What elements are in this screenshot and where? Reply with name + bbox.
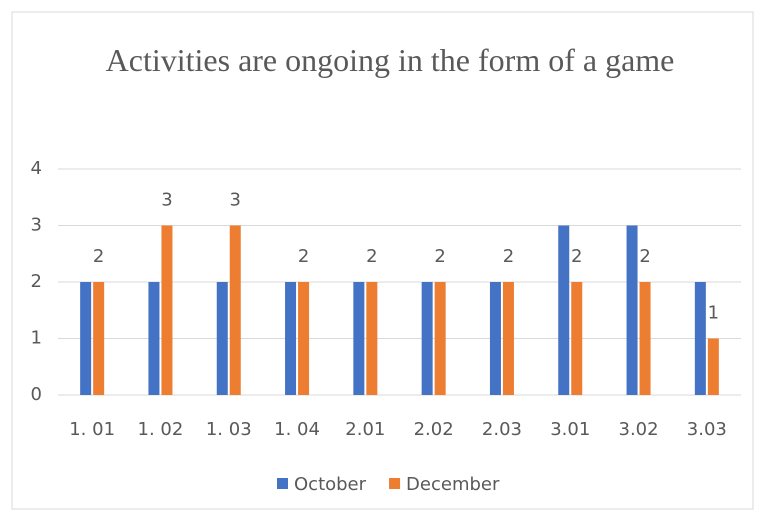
bar	[148, 282, 160, 395]
bar	[626, 225, 638, 395]
y-tick-label: 4	[31, 158, 42, 179]
data-label: 3	[161, 190, 172, 211]
data-label: 3	[230, 190, 241, 211]
bar	[285, 282, 297, 395]
legend-label: December	[406, 474, 500, 495]
y-tick-label: 0	[31, 384, 42, 405]
y-tick-label: 3	[31, 215, 42, 236]
bar	[639, 282, 651, 395]
bar	[353, 282, 365, 395]
data-label: 2	[434, 246, 445, 267]
bar	[489, 282, 501, 395]
bar	[571, 282, 583, 395]
bar	[229, 225, 241, 395]
bar	[80, 282, 92, 395]
bar	[216, 282, 228, 395]
bar	[707, 338, 719, 395]
x-tick-label: 3.03	[687, 419, 727, 440]
y-tick-label: 2	[31, 271, 42, 292]
data-label: 2	[366, 246, 377, 267]
x-tick-label: 1. 02	[138, 419, 184, 440]
bar	[694, 282, 706, 395]
bar	[298, 282, 310, 395]
bar	[366, 282, 378, 395]
data-label: 1	[708, 303, 719, 324]
legend-swatch	[277, 478, 288, 489]
data-label: 2	[93, 246, 104, 267]
data-label: 2	[503, 246, 514, 267]
bar	[161, 225, 173, 395]
x-tick-label: 1. 01	[69, 419, 115, 440]
x-tick-label: 3.01	[550, 419, 590, 440]
bar	[421, 282, 433, 395]
x-tick-label: 2.02	[414, 419, 454, 440]
x-tick-label: 3.02	[619, 419, 659, 440]
data-label: 2	[571, 246, 582, 267]
chart-title: Activities are ongoing in the form of a …	[105, 42, 675, 78]
x-tick-label: 1. 04	[274, 419, 320, 440]
data-label: 2	[639, 246, 650, 267]
x-tick-label: 2.03	[482, 419, 522, 440]
bar	[93, 282, 105, 395]
x-tick-label: 2.01	[345, 419, 385, 440]
x-tick-label: 1. 03	[206, 419, 252, 440]
legend-swatch	[389, 478, 401, 489]
data-label: 2	[298, 246, 309, 267]
bar	[434, 282, 446, 395]
bar	[502, 282, 514, 395]
y-tick-label: 1	[31, 328, 42, 349]
legend-label: October	[294, 474, 367, 495]
bar	[558, 225, 570, 395]
